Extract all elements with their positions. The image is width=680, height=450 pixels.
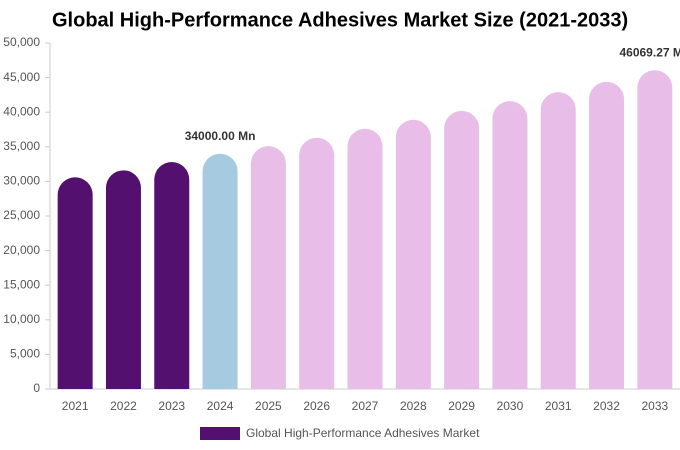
bar [105, 170, 141, 389]
x-tick-label: 2024 [207, 399, 234, 413]
y-tick-label: 25,000 [3, 208, 40, 222]
y-tick-label: 45,000 [3, 70, 40, 84]
legend-swatch [200, 427, 240, 440]
x-tick-label: 2022 [110, 399, 137, 413]
x-tick-label: 2025 [255, 399, 282, 413]
y-tick-label: 35,000 [3, 139, 40, 153]
y-tick-label: 5,000 [10, 347, 40, 361]
bar [444, 110, 480, 390]
y-tick-label: 20,000 [3, 243, 40, 257]
x-tick-label: 2033 [641, 399, 668, 413]
bar [202, 153, 238, 389]
value-label: 34000.00 Mn [185, 129, 256, 143]
y-tick-label: 15,000 [3, 277, 40, 291]
bar [492, 101, 528, 389]
bar [154, 162, 190, 389]
x-tick-label: 2032 [593, 399, 620, 413]
x-tick-label: 2028 [400, 399, 427, 413]
bar [347, 128, 383, 390]
y-tick-label: 50,000 [3, 35, 40, 49]
value-label: 46069.27 Mn [619, 45, 680, 59]
bar [589, 81, 625, 389]
bar [57, 177, 93, 389]
x-tick-label: 2021 [62, 399, 89, 413]
bar [637, 70, 673, 389]
y-tick-label: 40,000 [3, 104, 40, 118]
chart-title: Global High-Performance Adhesives Market… [52, 9, 628, 31]
x-tick-label: 2027 [352, 399, 379, 413]
legend-label: Global High-Performance Adhesives Market [246, 426, 480, 440]
x-tick-label: 2026 [303, 399, 330, 413]
bar [540, 92, 576, 389]
y-tick-label: 10,000 [3, 312, 40, 326]
bar [250, 146, 286, 389]
bar [395, 119, 431, 389]
bar [299, 137, 335, 389]
x-tick-label: 2023 [158, 399, 185, 413]
x-tick-label: 2029 [448, 399, 475, 413]
y-tick-label: 0 [33, 381, 40, 395]
x-tick-label: 2031 [545, 399, 572, 413]
y-tick-label: 30,000 [3, 174, 40, 188]
x-tick-label: 2030 [497, 399, 524, 413]
